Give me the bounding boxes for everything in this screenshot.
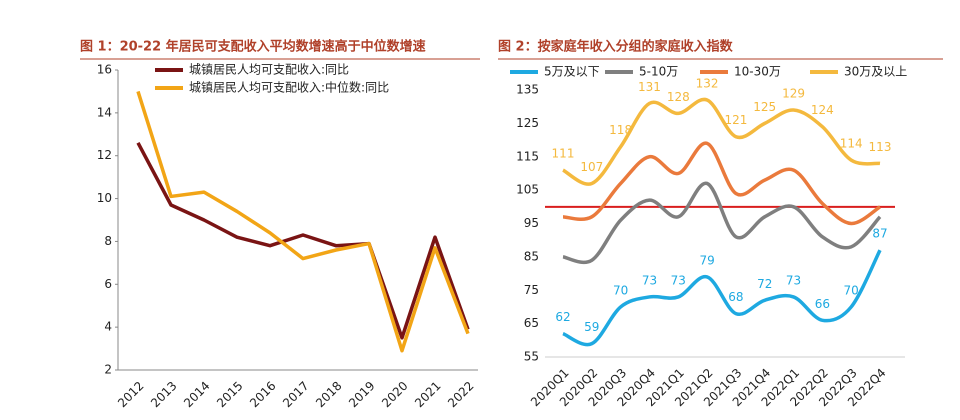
data-label: 129 — [782, 87, 805, 101]
data-label: 73 — [786, 273, 801, 287]
data-label: 111 — [552, 147, 575, 161]
y-tick-label: 6 — [104, 277, 112, 291]
y-tick-label: 4 — [104, 320, 112, 334]
data-label: 62 — [555, 310, 570, 324]
y-tick-label: 75 — [524, 283, 539, 297]
chart-title: 图 1：20-22 年居民可支配收入平均数增速高于中位数增速 — [80, 39, 426, 55]
legend-label: 5-10万 — [639, 65, 678, 79]
legend-label: 城镇居民人均可支配收入:中位数:同比 — [189, 80, 389, 95]
series-line — [562, 97, 881, 186]
y-tick-label: 12 — [97, 148, 112, 162]
legend-label: 城镇居民人均可支配收入:同比 — [189, 63, 349, 77]
data-label: 66 — [815, 297, 830, 311]
y-tick-label: 115 — [516, 149, 539, 163]
data-label: 79 — [699, 253, 714, 267]
data-label: 72 — [757, 277, 772, 291]
y-tick-label: 10 — [97, 191, 112, 205]
data-label: 131 — [638, 80, 661, 94]
data-label: 121 — [724, 113, 747, 127]
series-line — [136, 90, 470, 353]
data-label: 114 — [840, 137, 863, 151]
data-label: 87 — [872, 227, 887, 241]
data-label: 113 — [869, 140, 892, 154]
series-line — [562, 249, 882, 347]
y-tick-label: 85 — [524, 249, 539, 263]
legend-label: 30万及以上 — [844, 65, 907, 79]
data-label: 132 — [696, 77, 719, 91]
y-tick-label: 8 — [104, 234, 112, 248]
series-line — [562, 181, 882, 265]
y-tick-label: 65 — [524, 316, 539, 330]
y-tick-label: 135 — [516, 83, 539, 97]
y-tick-label: 95 — [524, 216, 539, 230]
data-label: 125 — [753, 100, 776, 114]
y-tick-label: 14 — [97, 105, 112, 119]
data-label: 70 — [844, 283, 859, 297]
y-tick-label: 125 — [516, 116, 539, 130]
legend-label: 5万及以下 — [544, 65, 600, 79]
y-tick-label: 2 — [104, 363, 112, 377]
y-tick-label: 105 — [516, 183, 539, 197]
data-label: 118 — [609, 123, 632, 137]
data-label: 70 — [613, 283, 628, 297]
data-label: 107 — [580, 160, 603, 174]
legend-label: 10-30万 — [734, 65, 781, 79]
series-line — [136, 142, 470, 340]
data-label: 73 — [671, 273, 686, 287]
y-tick-label: 55 — [524, 350, 539, 364]
data-label: 128 — [667, 90, 690, 104]
series-line — [562, 141, 881, 226]
data-label: 124 — [811, 103, 834, 117]
y-tick-label: 16 — [97, 63, 112, 77]
data-label: 73 — [642, 273, 657, 287]
data-label: 59 — [584, 320, 599, 334]
data-label: 68 — [728, 290, 743, 304]
chart-title: 图 2：按家庭年收入分组的家庭收入指数 — [498, 39, 734, 55]
